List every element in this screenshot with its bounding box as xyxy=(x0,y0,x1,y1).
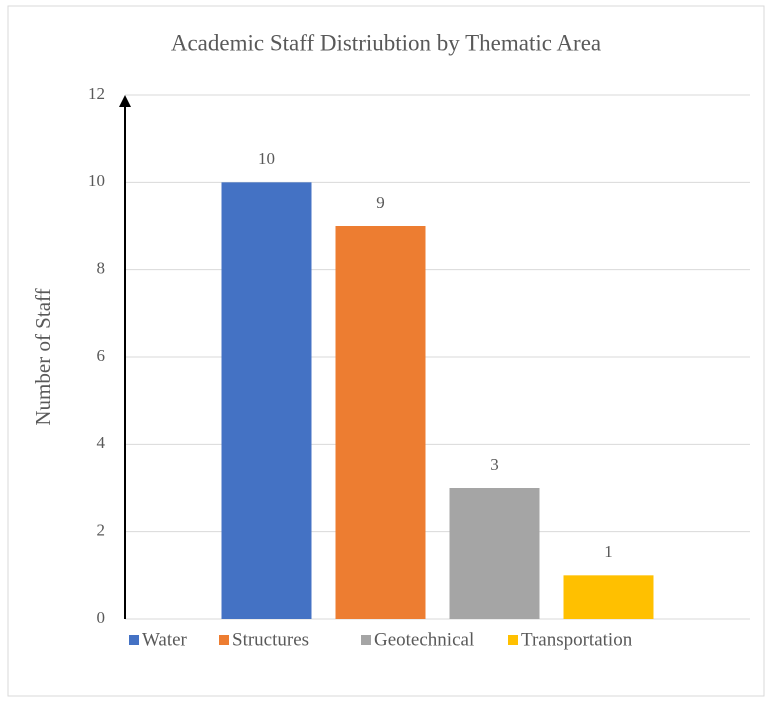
bar xyxy=(449,488,540,619)
y-tick-label: 10 xyxy=(88,171,105,190)
y-tick-label: 12 xyxy=(88,84,105,103)
legend-swatch xyxy=(129,635,139,645)
legend-swatch xyxy=(219,635,229,645)
legend-label: Water xyxy=(142,629,188,650)
legend-swatch xyxy=(361,635,371,645)
y-tick-label: 4 xyxy=(97,433,106,452)
data-label: 1 xyxy=(604,542,613,561)
y-tick-label: 2 xyxy=(97,521,106,540)
bar xyxy=(221,182,312,620)
data-label: 10 xyxy=(258,149,275,168)
data-label: 9 xyxy=(376,193,385,212)
legend-swatch xyxy=(508,635,518,645)
bar xyxy=(563,575,654,619)
data-label: 3 xyxy=(490,455,499,474)
y-tick-label: 8 xyxy=(97,259,106,278)
legend-label: Transportation xyxy=(521,629,633,650)
legend-label: Geotechnical xyxy=(374,629,474,650)
bar xyxy=(335,226,426,619)
y-axis-label: Number of Staff xyxy=(31,288,55,425)
chart-title: Academic Staff Distriubtion by Thematic … xyxy=(171,30,601,55)
y-tick-label: 0 xyxy=(97,608,106,627)
y-axis-arrow xyxy=(119,95,131,107)
y-tick-label: 6 xyxy=(97,346,106,365)
legend-label: Structures xyxy=(232,629,309,650)
